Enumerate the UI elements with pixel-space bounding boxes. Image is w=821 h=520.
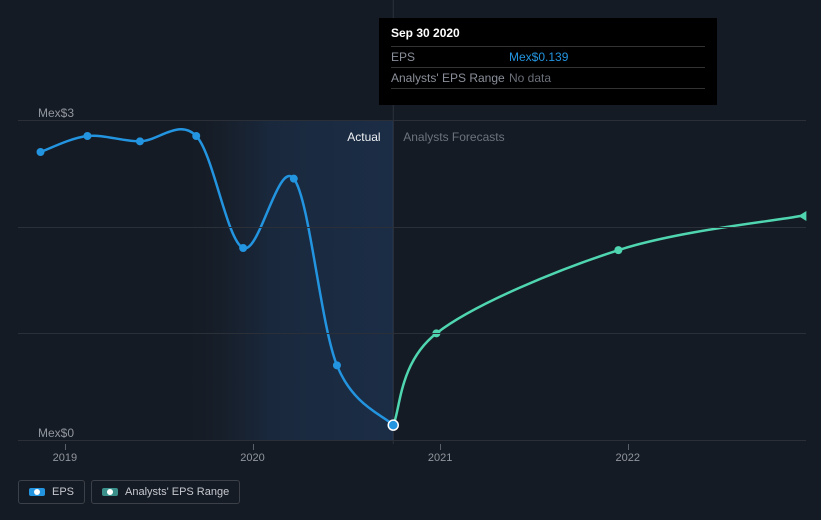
x-axis: 2019 2020 2021 2022 <box>18 444 806 464</box>
x-axis-label: 2019 <box>53 452 77 464</box>
legend: EPS Analysts' EPS Range <box>18 480 240 504</box>
x-axis-label: 2021 <box>428 452 452 464</box>
x-tick <box>65 444 66 450</box>
tooltip-date: Sep 30 2020 <box>391 26 705 47</box>
tooltip-row-range: Analysts' EPS Range No data <box>391 68 705 89</box>
grid-line <box>18 333 806 334</box>
chart-svg <box>18 120 806 440</box>
region-label-actual: Actual <box>347 130 380 144</box>
tooltip-row-eps: EPS Mex$0.139 <box>391 47 705 68</box>
x-tick <box>253 444 254 450</box>
plot-area[interactable]: Actual Analysts Forecasts Mex$3Mex$0 <box>18 120 806 440</box>
legend-swatch-eps <box>29 488 45 496</box>
tooltip-value: Mex$0.139 <box>509 50 568 64</box>
x-axis-label: 2020 <box>240 452 264 464</box>
x-axis-label: 2022 <box>616 452 640 464</box>
x-tick <box>440 444 441 450</box>
grid-line <box>18 227 806 228</box>
tooltip-value: No data <box>509 71 551 85</box>
chart-tooltip: Sep 30 2020 EPS Mex$0.139 Analysts' EPS … <box>379 18 717 105</box>
region-label-forecast: Analysts Forecasts <box>403 130 504 144</box>
eps-chart: Sep 30 2020 EPS Mex$0.139 Analysts' EPS … <box>0 0 821 520</box>
legend-label: EPS <box>52 486 74 498</box>
y-axis-label: Mex$3 <box>24 106 74 120</box>
legend-item-range[interactable]: Analysts' EPS Range <box>91 480 240 504</box>
legend-label: Analysts' EPS Range <box>125 486 229 498</box>
legend-swatch-range <box>102 488 118 496</box>
tooltip-label: EPS <box>391 50 509 64</box>
tooltip-label: Analysts' EPS Range <box>391 71 509 85</box>
grid-line <box>18 120 806 121</box>
x-tick <box>628 444 629 450</box>
legend-item-eps[interactable]: EPS <box>18 480 85 504</box>
y-axis-label: Mex$0 <box>24 426 74 440</box>
grid-line <box>18 440 806 441</box>
